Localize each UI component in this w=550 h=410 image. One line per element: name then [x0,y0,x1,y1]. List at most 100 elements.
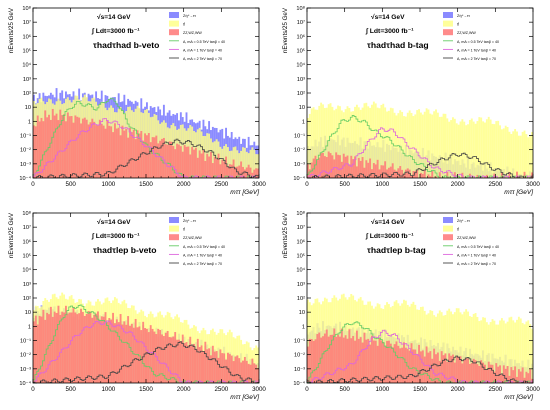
bar-ewk [414,171,417,178]
bar-ewk [361,342,364,383]
info-lumi: ∫ Ldt=3000 fb⁻¹ [365,233,414,240]
bar-ewk [232,361,235,383]
bar-ewk [213,156,216,178]
bar-ewk [455,356,458,383]
info-channel: τhadτhad b-tag [367,40,429,50]
x-axis-title: mττ [GeV] [230,189,259,196]
bar-ewk [423,170,426,178]
bar-ttbar [514,322,517,383]
bar-ttbar [468,316,471,383]
bar-ttbar [491,123,494,178]
bar-ttbar [255,345,258,383]
bar-ewk [196,157,199,178]
bar-ttbar [516,319,518,383]
chart-panel-top-left: 0 500 1000 1500 2000 2500 3000 10⁻⁴ 10⁻³ 10⁻² 10⁻¹… [8,5,266,196]
bkg-layer-ewk [33,108,259,178]
bar-ewk [476,364,479,383]
bar-ttbar [519,318,522,383]
bar-ewk [125,324,128,383]
bar-ewk [423,356,426,383]
bar-ttbar [361,300,364,383]
legend-label: A, mA = 1 TeV tanβ = 40 [457,48,496,52]
y-tick-label: 10⁷ [23,19,31,26]
bar-ewk [142,321,145,383]
bar-ttbar [500,318,503,383]
bar-ewk [240,362,243,383]
bar-ewk [189,154,192,178]
bar-ewk [310,339,313,383]
bar-ewk [49,119,52,178]
x-tick-label: 1000 [375,181,389,188]
bar-ttbar [240,339,243,383]
bar-ewk [70,116,73,178]
bar-ewk [485,369,488,383]
bar-ewk [253,363,256,383]
line-sig1000 [307,329,533,383]
bar-ttbar [436,112,439,178]
bar-ewk [78,313,81,383]
bar-ttbar [376,303,379,383]
bar-ewk [514,366,517,383]
bar-ttbar [446,118,449,178]
bar-ttbar [318,105,321,178]
x-tick-label: 1500 [413,181,427,188]
bar-ttbar [236,150,239,178]
bar-ttbar [431,310,434,383]
info-energy: √s=14 GeV [371,218,405,226]
bar-ewk [517,369,520,383]
bar-ewk [325,157,328,178]
bar-ttbar [440,116,443,178]
bar-ewk [491,364,494,383]
bar-ttbar [427,313,430,383]
bar-ttbar [329,103,332,178]
bar-ewk [36,324,39,383]
bar-ttbar [459,121,462,178]
bar-ewk [363,167,366,178]
bar-ewk [48,314,50,383]
bar-ewk [395,341,398,383]
bar-ewk [322,152,324,178]
y-tick-label: 10⁻² [294,148,305,154]
info-energy: √s=14 GeV [97,218,131,226]
legend-swatch-ttbar [169,225,179,232]
bar-ttbar [387,110,390,178]
bar-ewk [245,360,248,383]
bar-ewk [55,312,58,383]
bar-ttbar [527,137,530,178]
bar-ttbar [521,131,524,178]
y-tick-label: 10⁻³ [20,162,31,168]
bar-ewk [453,172,456,178]
bar-ewk [480,360,483,383]
bar-ewk [104,312,107,383]
bar-ewk [502,365,505,383]
bar-ttbar [484,122,486,178]
x-tick-label: 1000 [101,181,115,188]
bar-ewk [236,166,239,178]
bar-ewk [193,149,195,178]
x-tick-label: 2500 [488,181,502,188]
bar-ewk [36,115,39,178]
bar-ewk [425,346,428,383]
y-tick-label: 10⁻² [20,353,31,359]
x-tick-label: 500 [340,386,351,393]
bkg-layer-ewk [307,151,533,178]
bar-ttbar [517,316,520,383]
bar-ttbar [453,312,456,383]
bar-ttbar [406,112,409,178]
bar-ewk [440,351,443,383]
bar-ewk [359,337,362,383]
y-tick-label: 10⁶ [296,33,305,40]
bar-ewk [374,340,377,383]
bar-ttbar [308,113,311,178]
bar-ewk [525,371,528,383]
bar-ewk [314,339,317,383]
bar-ewk [312,340,315,383]
bar-ewk [397,168,400,178]
y-tick-label: 10³ [297,77,305,83]
bar-ewk [401,347,404,383]
bar-ewk [68,312,71,383]
bar-ewk [493,371,496,383]
bar-ewk [331,155,334,178]
y-tick-label: 10⁻¹ [20,134,31,140]
bar-ewk [193,343,195,383]
